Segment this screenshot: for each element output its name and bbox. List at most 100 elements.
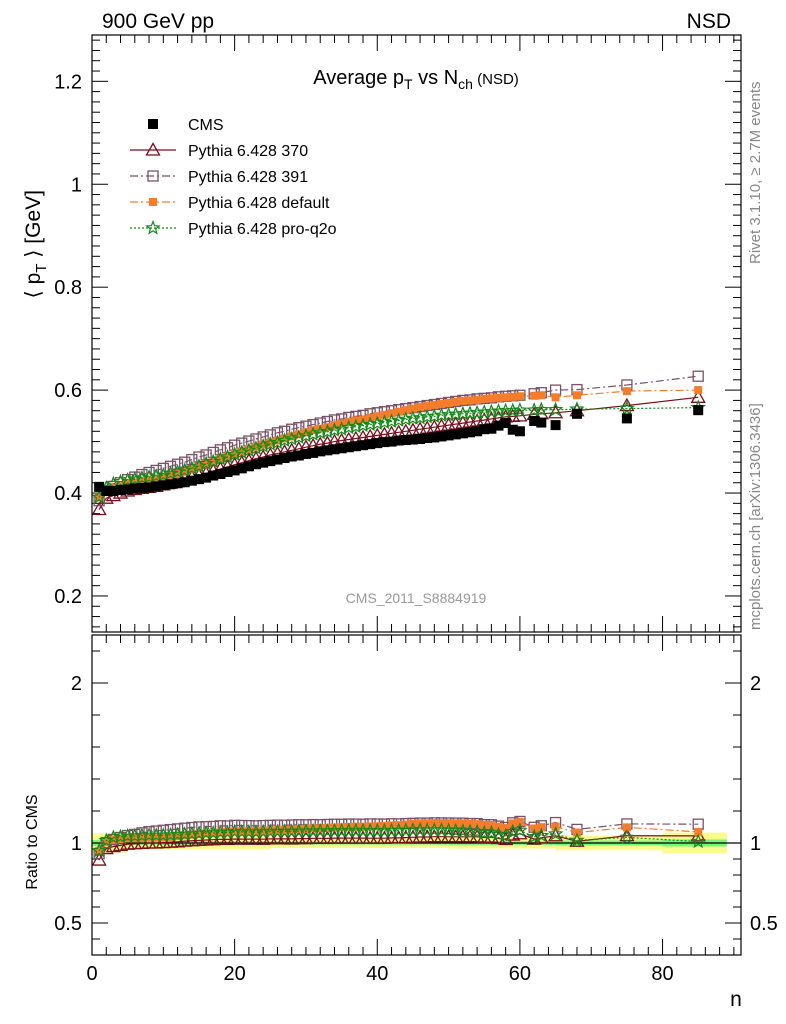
- data-point: [619, 400, 635, 416]
- data-point: [176, 462, 193, 478]
- ratio-point: [259, 826, 268, 835]
- data-point: [572, 391, 581, 400]
- data-point: [193, 474, 204, 485]
- data-point: [165, 479, 176, 490]
- header-left-label: 900 GeV pp: [102, 10, 214, 33]
- legend-label: Pythia 6.428 default: [188, 195, 330, 212]
- data-point: [416, 403, 425, 412]
- data-point: [529, 415, 540, 426]
- data-point: [212, 450, 229, 466]
- ratio-panel: 0 20 40 60 80 0.5 0.5 1 1 2 2: [54, 634, 778, 985]
- ratio-y-tick-label-right: 1: [750, 833, 761, 855]
- data-point: [372, 438, 383, 449]
- data-point: [376, 414, 393, 430]
- data-point: [419, 408, 435, 424]
- legend-label: CMS: [188, 117, 224, 134]
- ratio-axis-ticks: 0 20 40 60 80 0.5 0.5 1 1 2 2: [54, 635, 778, 985]
- ratio-series-pythia-6-428-370: [92, 825, 706, 866]
- data-point: [280, 434, 289, 443]
- data-point: [462, 405, 478, 420]
- legend-marker: [147, 170, 159, 182]
- ratio-point: [515, 818, 524, 827]
- data-point: [141, 468, 157, 484]
- data-point: [393, 435, 404, 446]
- ratio-point: [469, 823, 485, 839]
- data-point: [394, 407, 403, 416]
- data-point: [486, 423, 497, 434]
- top-y-axis-label: ⟨ pT ⟩ [GeV]: [22, 190, 50, 298]
- ratio-line: [98, 829, 699, 852]
- ratio-point: [180, 831, 189, 840]
- series-cms: [94, 405, 704, 496]
- data-point: [450, 429, 461, 440]
- data-point: [323, 423, 332, 432]
- data-point: [436, 431, 447, 442]
- data-point: [198, 455, 214, 471]
- data-point: [515, 392, 524, 401]
- ratio-point: [505, 823, 521, 839]
- ratio-point: [359, 822, 368, 831]
- data-point: [440, 406, 457, 422]
- data-point: [92, 501, 107, 516]
- legend-marker: [145, 142, 161, 156]
- data-point: [405, 410, 421, 426]
- ratio-point: [159, 833, 168, 842]
- data-point: [208, 470, 219, 481]
- ratio-y-tick-label: 2: [71, 673, 82, 695]
- x-axis-label: n: [730, 988, 742, 1011]
- data-point: [336, 443, 347, 454]
- data-point: [298, 427, 314, 443]
- legend-item: Pythia 6.428 pro-q2o: [130, 219, 337, 238]
- data-point: [379, 437, 390, 448]
- data-point: [300, 448, 311, 459]
- top-panel-frame: [91, 34, 742, 633]
- ratio-point: [266, 826, 275, 835]
- ratio-point: [537, 823, 546, 832]
- header-right-label: NSD: [687, 10, 731, 33]
- data-point: [272, 454, 283, 465]
- data-point: [169, 463, 186, 479]
- data-point: [341, 419, 357, 435]
- legend-marker: [148, 119, 158, 129]
- data-point: [194, 462, 203, 471]
- data-point: [187, 465, 196, 474]
- ratio-point: [112, 828, 129, 844]
- data-point: [148, 467, 165, 483]
- legend-item: Pythia 6.428 391: [130, 169, 308, 186]
- legend-item: Pythia 6.428 default: [130, 195, 330, 212]
- legend-item: Pythia 6.428 370: [130, 142, 308, 160]
- y-tick-label: 1.2: [54, 71, 82, 93]
- data-point: [358, 440, 369, 451]
- data-point: [408, 404, 417, 413]
- data-point: [248, 440, 264, 455]
- ratio-point: [344, 822, 353, 831]
- data-point: [258, 457, 269, 468]
- top-axis-ticks: 0.2 0.4 0.6 0.8 1 1.2: [54, 35, 741, 632]
- data-point: [507, 424, 518, 435]
- data-point: [500, 418, 511, 429]
- data-point: [229, 465, 240, 476]
- data-point: [259, 440, 268, 449]
- data-point: [273, 436, 282, 445]
- data-point: [255, 438, 271, 453]
- ratio-point: [223, 828, 232, 837]
- ratio-y-tick-label-right: 2: [750, 673, 761, 695]
- rivet-version-label: Rivet 3.1.10, ≥ 2.7M events: [747, 82, 764, 265]
- x-tick-label: 80: [651, 963, 673, 985]
- y-tick-label: 0.6: [54, 380, 82, 402]
- data-point: [171, 458, 184, 470]
- data-point: [186, 475, 197, 486]
- data-point: [112, 473, 129, 489]
- data-point: [266, 438, 275, 447]
- x-tick-label: 60: [509, 963, 531, 985]
- ratio-point: [102, 838, 111, 847]
- data-point: [551, 393, 560, 402]
- data-point: [108, 485, 119, 496]
- ratio-point: [309, 824, 318, 833]
- ratio-y-tick-label: 0.5: [54, 913, 82, 935]
- ratio-point: [508, 819, 517, 828]
- data-point: [269, 434, 286, 450]
- data-point: [333, 421, 350, 436]
- data-point: [193, 451, 205, 463]
- data-point: [155, 466, 172, 482]
